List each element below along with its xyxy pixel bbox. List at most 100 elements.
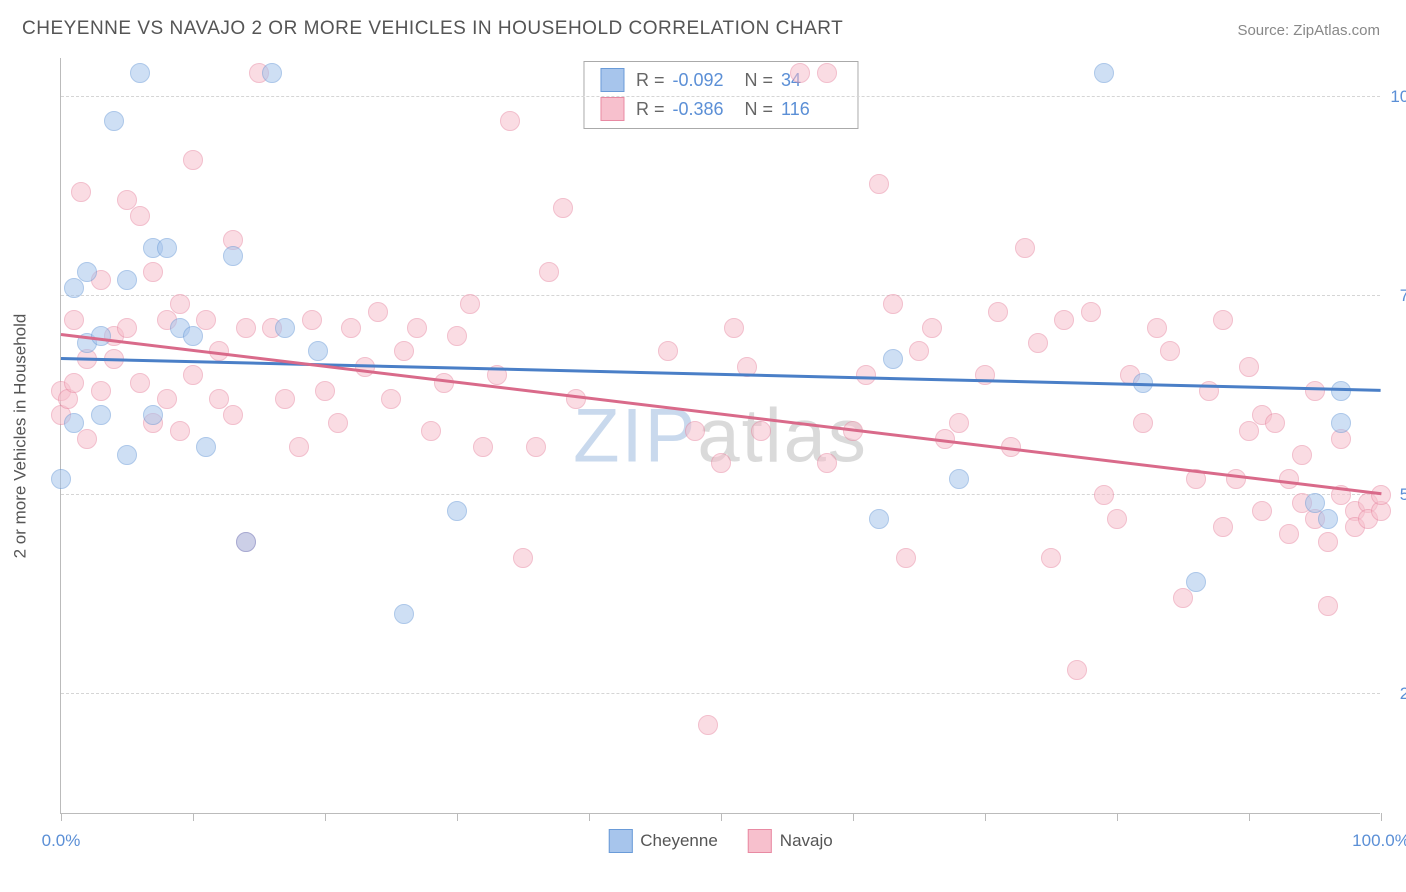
x-tick: [985, 813, 986, 821]
legend-swatch: [748, 829, 772, 853]
scatter-point: [64, 278, 84, 298]
y-tick-label: 25.0%: [1400, 684, 1406, 704]
scatter-point: [1015, 238, 1035, 258]
scatter-point: [711, 453, 731, 473]
scatter-point: [196, 437, 216, 457]
x-tick: [589, 813, 590, 821]
scatter-point: [91, 381, 111, 401]
x-tick: [325, 813, 326, 821]
scatter-point: [170, 421, 190, 441]
scatter-point: [1213, 517, 1233, 537]
scatter-point: [790, 63, 810, 83]
x-tick: [721, 813, 722, 821]
scatter-point: [817, 63, 837, 83]
scatter-point: [407, 318, 427, 338]
scatter-point: [1318, 509, 1338, 529]
scatter-point: [157, 238, 177, 258]
y-axis-label-wrap: 2 or more Vehicles in Household: [0, 58, 40, 814]
scatter-point: [1279, 469, 1299, 489]
scatter-point: [236, 532, 256, 552]
scatter-point: [341, 318, 361, 338]
scatter-point: [91, 405, 111, 425]
scatter-point: [183, 326, 203, 346]
scatter-point: [1094, 485, 1114, 505]
gridline: [61, 295, 1380, 296]
legend-label: Cheyenne: [640, 831, 718, 851]
scatter-point: [1133, 413, 1153, 433]
scatter-point: [1292, 445, 1312, 465]
legend-r-value: -0.386: [673, 95, 733, 124]
scatter-point: [434, 373, 454, 393]
scatter-point: [566, 389, 586, 409]
scatter-point: [183, 150, 203, 170]
scatter-point: [1054, 310, 1074, 330]
x-tick-label: 100.0%: [1352, 831, 1406, 851]
legend-r-value: -0.092: [673, 66, 733, 95]
series-legend: Cheyenne Navajo: [608, 829, 832, 853]
y-tick-label: 50.0%: [1400, 485, 1406, 505]
scatter-point: [1226, 469, 1246, 489]
scatter-point: [368, 302, 388, 322]
scatter-point: [1371, 485, 1391, 505]
scatter-point: [1213, 310, 1233, 330]
scatter-point: [513, 548, 533, 568]
scatter-point: [751, 421, 771, 441]
y-axis-label: 2 or more Vehicles in Household: [10, 314, 30, 559]
scatter-point: [104, 111, 124, 131]
x-tick: [1381, 813, 1382, 821]
scatter-point: [896, 548, 916, 568]
scatter-point: [1318, 596, 1338, 616]
scatter-point: [262, 63, 282, 83]
scatter-point: [308, 341, 328, 361]
scatter-point: [685, 421, 705, 441]
scatter-point: [1173, 588, 1193, 608]
scatter-point: [553, 198, 573, 218]
scatter-point: [1094, 63, 1114, 83]
scatter-point: [447, 326, 467, 346]
scatter-point: [869, 174, 889, 194]
legend-swatch: [600, 68, 624, 92]
scatter-point: [869, 509, 889, 529]
scatter-point: [51, 469, 71, 489]
watermark-prefix: ZIP: [573, 393, 697, 478]
trend-line: [61, 357, 1381, 391]
scatter-point: [77, 429, 97, 449]
x-tick: [193, 813, 194, 821]
chart-container: CHEYENNE VS NAVAJO 2 OR MORE VEHICLES IN…: [0, 0, 1406, 892]
scatter-point: [157, 389, 177, 409]
gridline: [61, 693, 1380, 694]
scatter-point: [1041, 548, 1061, 568]
gridline: [61, 96, 1380, 97]
legend-item: Navajo: [748, 829, 833, 853]
legend-item: Cheyenne: [608, 829, 718, 853]
legend-row: R =-0.386N =116: [600, 95, 841, 124]
scatter-point: [183, 365, 203, 385]
scatter-point: [698, 715, 718, 735]
scatter-point: [658, 341, 678, 361]
scatter-point: [1279, 524, 1299, 544]
scatter-point: [77, 262, 97, 282]
legend-swatch: [608, 829, 632, 853]
scatter-point: [302, 310, 322, 330]
scatter-point: [394, 341, 414, 361]
scatter-point: [949, 469, 969, 489]
scatter-point: [64, 310, 84, 330]
scatter-point: [1160, 341, 1180, 361]
scatter-point: [988, 302, 1008, 322]
scatter-point: [1305, 381, 1325, 401]
scatter-point: [275, 389, 295, 409]
scatter-point: [170, 294, 190, 314]
legend-r-label: R =: [636, 95, 665, 124]
plot-area: ZIPatlas R =-0.092N =34R =-0.386N =116 C…: [60, 58, 1380, 814]
scatter-point: [447, 501, 467, 521]
scatter-point: [1331, 381, 1351, 401]
scatter-point: [196, 310, 216, 330]
scatter-point: [1252, 501, 1272, 521]
x-tick: [457, 813, 458, 821]
scatter-point: [1331, 413, 1351, 433]
scatter-point: [355, 357, 375, 377]
scatter-point: [817, 453, 837, 473]
gridline: [61, 494, 1380, 495]
scatter-point: [328, 413, 348, 433]
source-label: Source: ZipAtlas.com: [1237, 22, 1380, 39]
